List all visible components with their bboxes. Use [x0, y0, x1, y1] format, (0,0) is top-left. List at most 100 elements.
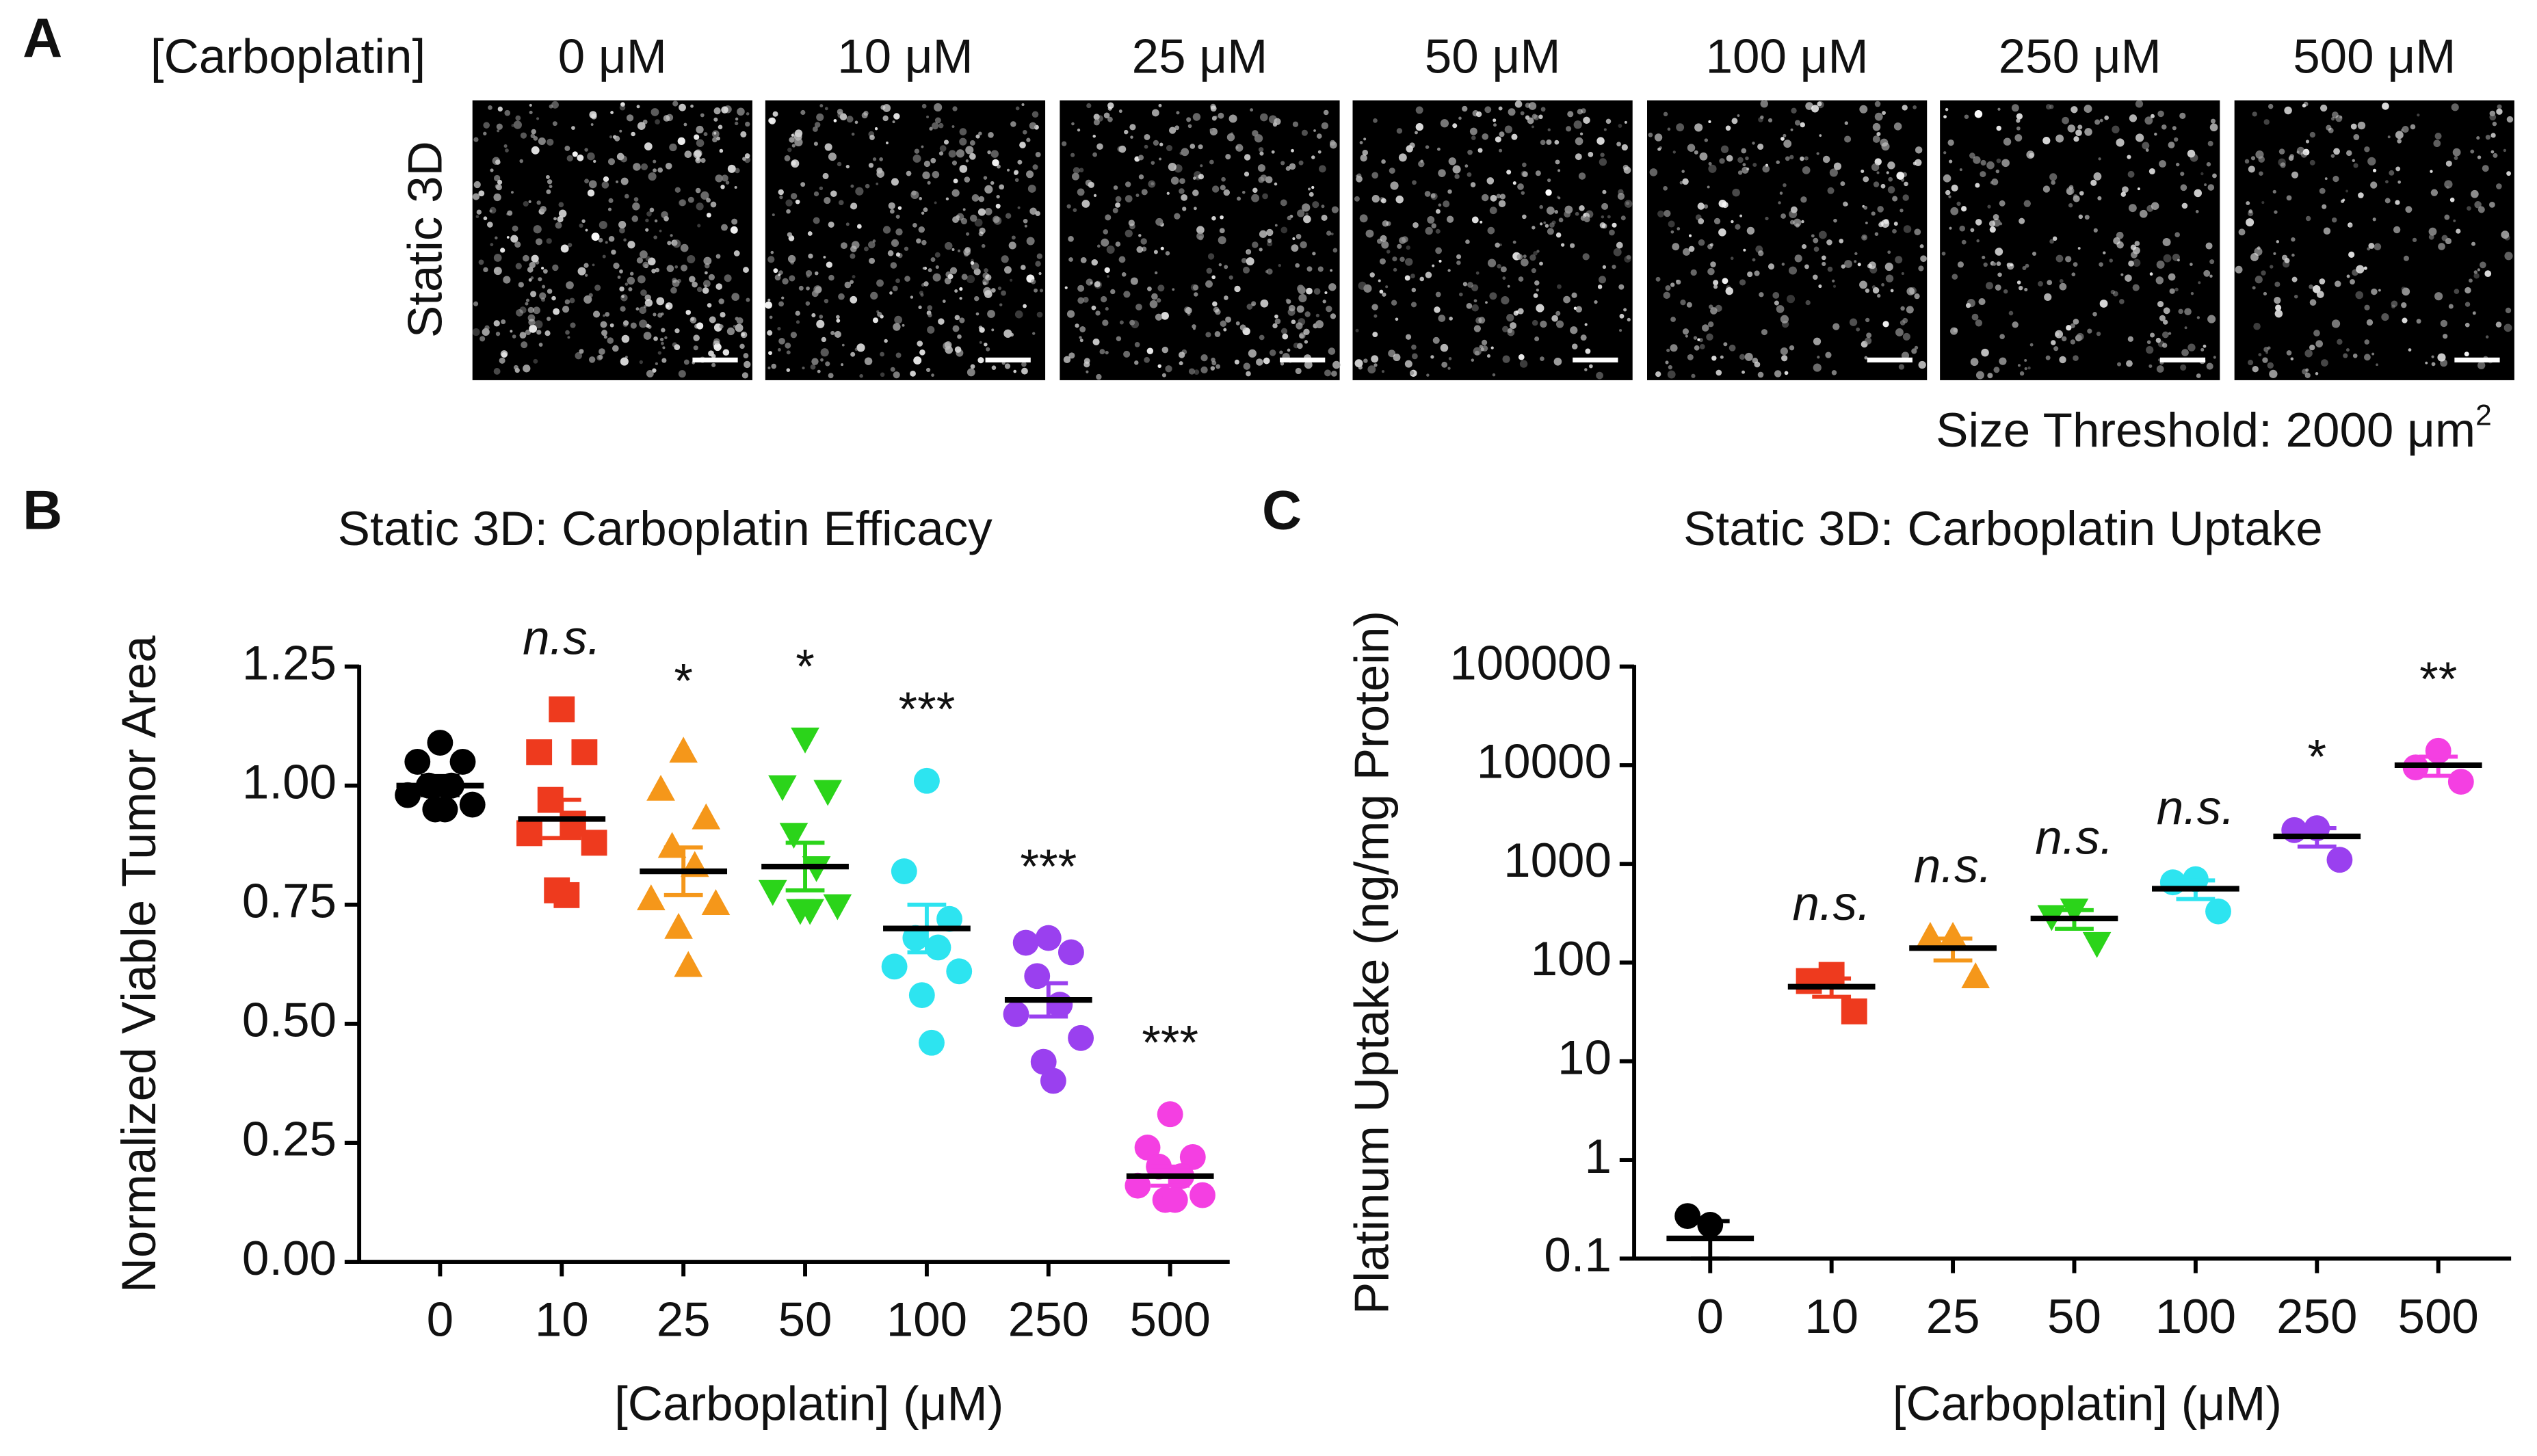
cell	[1267, 238, 1272, 243]
cell	[564, 299, 570, 305]
cell	[986, 347, 990, 352]
cell	[1095, 310, 1101, 316]
cell	[987, 150, 991, 155]
cell	[741, 372, 748, 379]
cell	[1554, 210, 1559, 214]
cell	[876, 182, 879, 185]
cell	[1038, 272, 1042, 276]
cell	[1502, 326, 1509, 333]
data-point	[768, 775, 797, 802]
cell	[672, 101, 679, 107]
cell	[2001, 159, 2010, 168]
cell	[1090, 281, 1093, 284]
cell	[892, 120, 895, 124]
cell	[473, 181, 481, 189]
cell	[1371, 172, 1379, 179]
cell	[1161, 373, 1166, 378]
cell	[1360, 154, 1367, 162]
cell	[865, 183, 870, 189]
significance-label: n.s.	[523, 611, 601, 665]
cell	[1573, 120, 1582, 129]
cell	[1621, 144, 1628, 151]
cell	[1697, 202, 1705, 210]
cell	[2059, 279, 2064, 283]
cell	[1707, 321, 1714, 328]
cell	[1827, 266, 1833, 272]
cell	[2248, 210, 2254, 217]
cell	[2071, 272, 2076, 277]
significance-label: *	[674, 654, 693, 708]
cell	[951, 160, 958, 166]
cell	[664, 336, 668, 339]
cell	[1951, 274, 1958, 280]
cell	[1214, 331, 1221, 337]
cell	[834, 330, 841, 338]
cell	[510, 191, 514, 194]
cell	[2125, 274, 2132, 282]
cell	[1296, 343, 1303, 349]
cell	[622, 321, 629, 328]
cell	[2055, 134, 2064, 143]
cell	[930, 157, 936, 163]
cell	[2346, 274, 2350, 278]
cell	[1092, 134, 1096, 138]
cell	[1767, 118, 1773, 123]
cell	[772, 111, 778, 117]
cell	[844, 281, 852, 289]
cell	[1575, 306, 1583, 313]
cell	[2431, 362, 2436, 367]
cell	[1311, 185, 1315, 189]
cell	[1571, 292, 1577, 298]
cell	[585, 228, 588, 232]
cell	[2133, 259, 2141, 267]
cell	[1752, 142, 1755, 145]
cell	[1655, 371, 1661, 378]
cell	[2385, 180, 2389, 184]
cell	[1543, 221, 1547, 224]
cell	[1141, 189, 1148, 196]
cell	[963, 248, 971, 256]
cell	[768, 351, 772, 356]
cell	[1324, 369, 1332, 377]
cell	[1430, 355, 1434, 359]
cell	[1088, 181, 1094, 188]
cell	[2319, 187, 2326, 194]
cell	[2044, 293, 2052, 302]
cell	[1425, 272, 1432, 278]
cell	[1898, 364, 1905, 370]
cell	[2330, 154, 2335, 158]
cell	[716, 136, 720, 141]
data-point	[427, 730, 453, 756]
cell	[2472, 311, 2476, 315]
cell	[727, 164, 736, 173]
cell	[2313, 330, 2320, 336]
micrograph	[1940, 100, 2220, 380]
cell	[1551, 315, 1558, 322]
cell	[2126, 360, 2133, 367]
scale-bar	[2159, 357, 2206, 362]
cell	[2441, 235, 2448, 241]
cell	[2180, 172, 2185, 176]
caption-superscript: 2	[2475, 399, 2492, 432]
cell	[1224, 295, 1228, 300]
cell	[1822, 155, 1830, 163]
cell	[1906, 287, 1915, 295]
cell	[1566, 126, 1572, 132]
cell	[2364, 354, 2371, 361]
cell	[1887, 161, 1895, 170]
cell	[1666, 348, 1670, 352]
cell	[945, 197, 949, 201]
cell	[1716, 369, 1722, 376]
cell	[659, 337, 664, 342]
cell	[2473, 270, 2477, 274]
cell	[648, 172, 657, 181]
cell	[1964, 114, 1969, 119]
cell	[1978, 297, 1986, 306]
column-label: 500 μM	[2293, 29, 2456, 83]
cell	[1156, 297, 1161, 303]
cell	[2476, 136, 2480, 140]
cell	[584, 178, 590, 184]
cell	[1192, 189, 1199, 196]
data-point	[758, 879, 787, 906]
cell	[1086, 370, 1089, 373]
